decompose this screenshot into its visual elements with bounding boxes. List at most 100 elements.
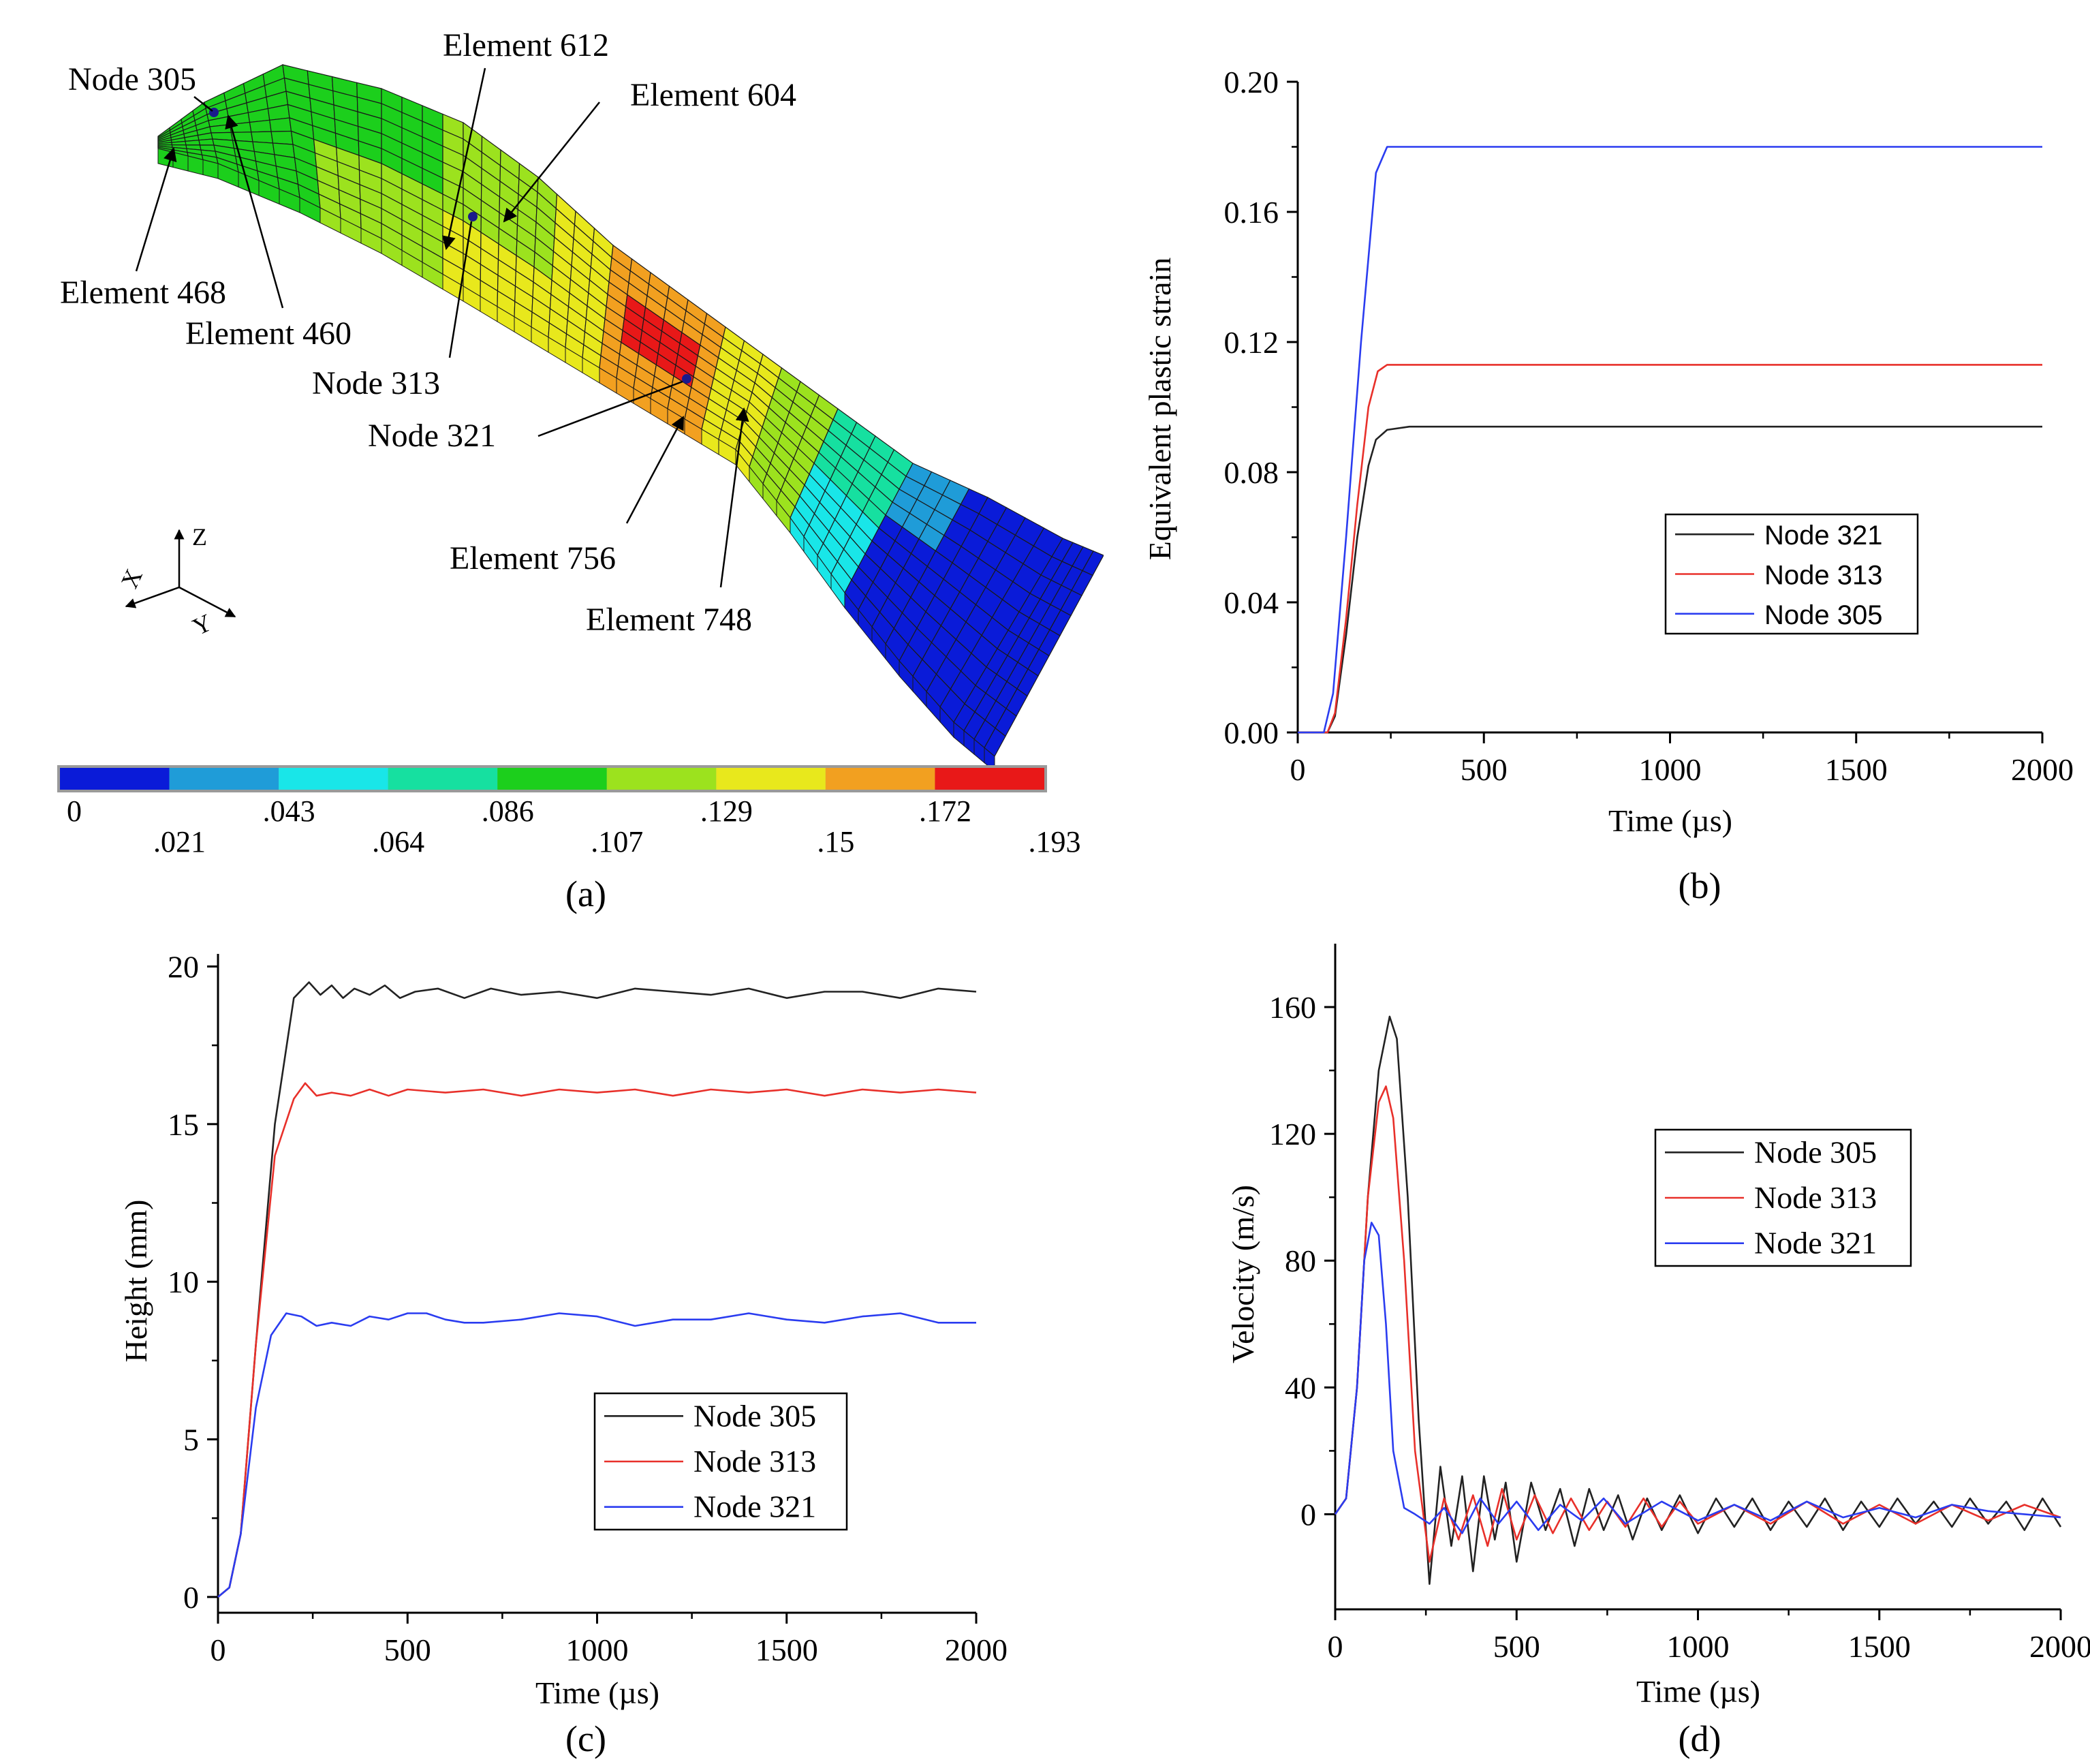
colorbar-segment — [388, 768, 498, 790]
series-line-node-313 — [1334, 1085, 2061, 1563]
axis-label-x: X — [116, 565, 148, 592]
series-line-node-313 — [1298, 364, 2042, 734]
colorbar-label-bottom: .193 — [1029, 825, 1081, 858]
y-tick-label: 0.00 — [1224, 715, 1279, 750]
y-axis-title: Height (mm) — [119, 1200, 153, 1363]
node-321-marker — [682, 374, 691, 384]
y-tick-label: 0.12 — [1224, 325, 1279, 360]
colorbar-label-bottom: .15 — [817, 825, 854, 858]
colorbar-segment — [935, 768, 1044, 790]
panel-label-b: (b) — [1679, 865, 1721, 906]
colorbar-segment — [169, 768, 279, 790]
y-tick-label: 5 — [183, 1423, 199, 1457]
x-axis-title: Time (µs) — [1608, 803, 1732, 838]
label-element-748: Element 748 — [586, 602, 752, 638]
y-tick-label: 0.20 — [1224, 65, 1279, 99]
callout-line-node321 — [537, 380, 683, 437]
mesh-cell — [270, 130, 294, 145]
colorbar-segment — [60, 768, 170, 790]
series-line-node-305 — [217, 981, 977, 1598]
x-tick-label: 1000 — [1667, 1629, 1730, 1664]
panel-label-d: (d) — [1679, 1718, 1721, 1759]
series-line-node-305 — [1298, 146, 2042, 734]
colorbar-segment — [825, 768, 935, 790]
colorbar: 0 .043 .086 .129 .172 .021 .064 .107 .15 .193 — [57, 765, 1081, 858]
y-tick-label: 0.16 — [1224, 195, 1279, 230]
label-element-460: Element 460 — [185, 315, 352, 352]
legend: Node 321 Node 313 Node 305 — [1664, 513, 1919, 635]
x-tick-label: 1500 — [1848, 1629, 1911, 1664]
x-tick-label: 1500 — [755, 1633, 818, 1667]
mesh-cell — [251, 131, 274, 144]
y-tick-label: 120 — [1269, 1117, 1316, 1151]
y-tick-label: 10 — [168, 1265, 199, 1299]
y-tick-label: 80 — [1285, 1243, 1316, 1278]
panel-a-mesh: Node 305 Element 612 Element 604 Element… — [57, 27, 1104, 914]
legend-label: Node 313 — [693, 1444, 816, 1479]
colorbar-label-bottom: .021 — [153, 825, 206, 858]
mesh-cell — [269, 117, 292, 132]
legend-label: Node 321 — [693, 1489, 816, 1524]
label-node-305: Node 305 — [68, 61, 196, 97]
colorbar-segment — [497, 768, 607, 790]
label-node-313: Node 313 — [312, 365, 440, 401]
y-tick-label: 0.04 — [1224, 585, 1279, 620]
legend: Node 305 Node 313 Node 321 — [1654, 1128, 1912, 1267]
mesh-cell — [185, 140, 201, 146]
x-tick-label: 0 — [1328, 1629, 1343, 1664]
y-tick-label: 0.08 — [1224, 455, 1279, 490]
x-tick-label: 1500 — [1825, 752, 1888, 787]
callout-arrow-el604 — [503, 102, 600, 223]
legend-label: Node 305 — [693, 1398, 816, 1433]
legend-label: Node 313 — [1764, 561, 1882, 591]
colorbar-segment — [279, 768, 388, 790]
x-tick-label: 2000 — [2011, 752, 2074, 787]
callout-arrow-el612 — [442, 67, 486, 250]
label-node-321: Node 321 — [368, 418, 496, 454]
colorbar-label-top: .172 — [919, 794, 971, 828]
callout-line-node313 — [448, 221, 473, 358]
label-element-612: Element 612 — [443, 27, 609, 63]
colorbar-label-top: 0 — [67, 794, 82, 828]
x-axis-title: Time (µs) — [1636, 1674, 1760, 1709]
x-tick-label: 0 — [210, 1633, 226, 1667]
mesh-cell — [249, 119, 272, 133]
callout-arrow-el748 — [719, 407, 749, 588]
y-axis-title: Equivalent plastic strain — [1142, 258, 1177, 561]
legend: Node 305 Node 313 Node 321 — [593, 1392, 848, 1531]
y-tick-label: 15 — [168, 1107, 199, 1142]
chart-d: 0 500 1000 1500 2000 0 40 80 120 160 Time (µs) Velo… — [1226, 944, 2090, 1759]
panel-label-a: (a) — [565, 873, 606, 914]
x-tick-label: 500 — [1461, 752, 1508, 787]
legend-label: Node 321 — [1754, 1226, 1877, 1260]
mesh-cell — [198, 138, 215, 146]
x-tick-label: 1000 — [1639, 752, 1702, 787]
colorbar-label-top: .043 — [263, 794, 315, 828]
legend-label: Node 305 — [1764, 600, 1882, 630]
x-axis-title: Time (µs) — [535, 1675, 659, 1710]
legend-label: Node 321 — [1764, 521, 1882, 551]
x-tick-label: 0 — [1290, 752, 1306, 787]
series-line-node-321 — [1334, 1222, 2061, 1534]
callout-arrow-el756 — [625, 416, 685, 524]
colorbar-label-top: .129 — [700, 794, 753, 828]
x-tick-label: 2000 — [2029, 1629, 2090, 1664]
y-axis-title: Velocity (m/s) — [1226, 1185, 1260, 1363]
label-element-604: Element 604 — [630, 77, 796, 113]
legend-label: Node 313 — [1754, 1180, 1877, 1215]
charts: 0 500 1000 1500 20000.000.040.080.120.160.20… — [119, 65, 2090, 1759]
y-tick-label: 0 — [183, 1580, 199, 1615]
y-tick-label: 20 — [168, 950, 199, 985]
x-tick-label: 500 — [384, 1633, 431, 1667]
x-tick-label: 1000 — [566, 1633, 629, 1667]
axis-label-z: Z — [192, 523, 207, 551]
callout-arrow-el460 — [225, 114, 284, 309]
node-313-marker — [468, 212, 478, 221]
colorbar-label-top: .086 — [482, 794, 534, 828]
callout-arrow-el468 — [135, 147, 177, 272]
y-tick-label: 160 — [1269, 990, 1316, 1025]
colorbar-segment — [716, 768, 826, 790]
colorbar-label-bottom: .107 — [591, 825, 643, 858]
chart-c: 0 500 1000 1500 2000 0 5 10 15 20 Time (µs) Height … — [119, 950, 1008, 1759]
